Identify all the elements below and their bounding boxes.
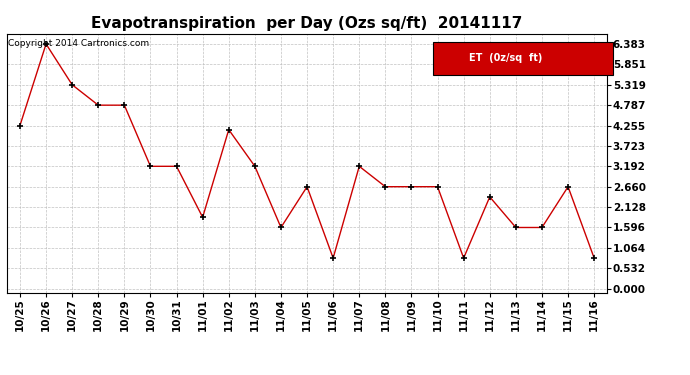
FancyBboxPatch shape <box>433 42 613 75</box>
Text: ET  (0z/sq  ft): ET (0z/sq ft) <box>469 53 542 63</box>
Title: Evapotranspiration  per Day (Ozs sq/ft)  20141117: Evapotranspiration per Day (Ozs sq/ft) 2… <box>91 16 523 31</box>
Text: Copyright 2014 Cartronics.com: Copyright 2014 Cartronics.com <box>8 39 149 48</box>
